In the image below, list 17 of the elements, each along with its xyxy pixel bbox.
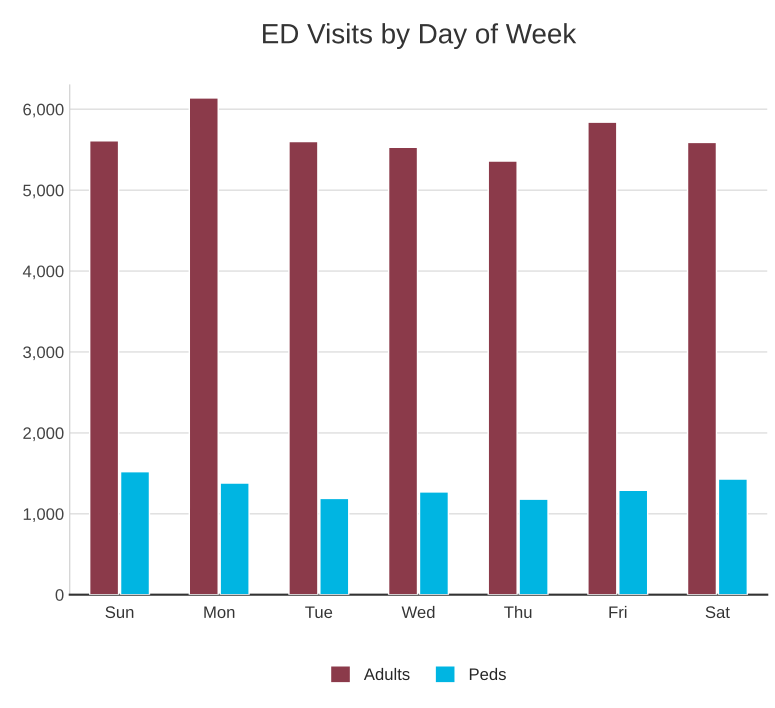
legend-label: Adults — [364, 668, 410, 680]
legend-label: Peds — [470, 668, 506, 680]
y-tick-label: 3,000 — [23, 346, 64, 360]
x-tick-label: Mon — [204, 606, 234, 618]
y-tick-label: 1,000 — [24, 508, 64, 522]
x-tick-label: Wed — [402, 606, 434, 618]
y-tick-label: 5,000 — [23, 184, 64, 198]
y-tick-label: 4,000 — [22, 265, 64, 280]
y-tick-label: 2,000 — [23, 427, 64, 442]
chart-title: ED Visits by Day of Week — [263, 23, 576, 50]
x-tick-label: Fri — [609, 606, 626, 618]
x-tick-label: Sat — [706, 606, 730, 618]
x-tick-label: Thu — [504, 606, 532, 618]
y-tick-label: 0 — [56, 589, 64, 601]
x-tick-label: Tue — [305, 606, 332, 618]
y-tick-label: 6,000 — [23, 104, 64, 118]
x-tick-label: Sun — [106, 606, 134, 618]
